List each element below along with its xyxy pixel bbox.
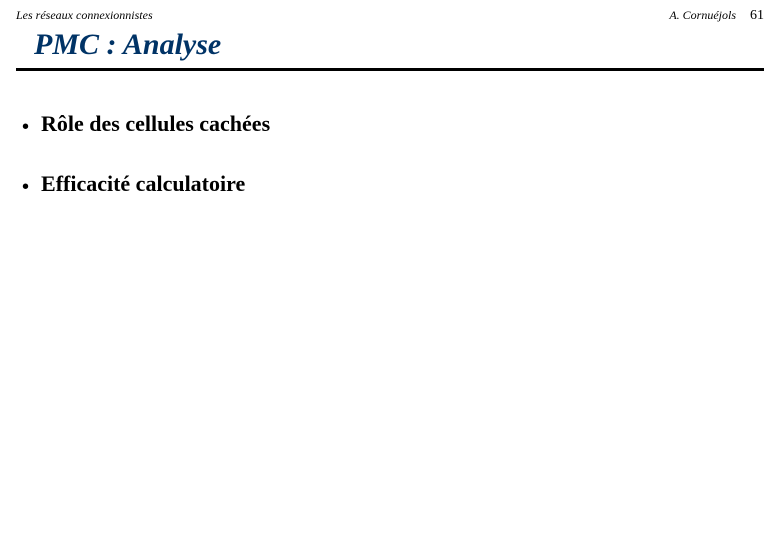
- bullet-list: • Rôle des cellules cachées • Efficacité…: [22, 111, 764, 197]
- slide: Les réseaux connexionnistes A. Cornuéjol…: [0, 0, 780, 540]
- list-item: • Rôle des cellules cachées: [22, 111, 764, 137]
- bullet-icon: •: [22, 117, 29, 137]
- divider-line: [16, 68, 764, 71]
- header-row: Les réseaux connexionnistes A. Cornuéjol…: [16, 8, 764, 24]
- bullet-text: Efficacité calculatoire: [41, 171, 245, 197]
- bullet-text: Rôle des cellules cachées: [41, 111, 270, 137]
- topic-label: Les réseaux connexionnistes: [16, 8, 153, 23]
- meta-block: A. Cornuéjols 61: [669, 8, 764, 24]
- list-item: • Efficacité calculatoire: [22, 171, 764, 197]
- slide-title: PMC : Analyse: [34, 28, 764, 62]
- bullet-icon: •: [22, 177, 29, 197]
- author-label: A. Cornuéjols: [669, 8, 736, 23]
- page-number: 61: [750, 8, 764, 24]
